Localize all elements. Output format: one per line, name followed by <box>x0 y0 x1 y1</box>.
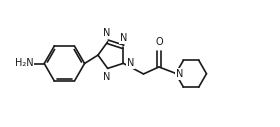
Text: N: N <box>103 28 111 38</box>
Text: N: N <box>127 58 135 68</box>
Text: N: N <box>176 69 184 79</box>
Text: O: O <box>155 37 163 47</box>
Text: N: N <box>120 33 128 43</box>
Text: H₂N: H₂N <box>15 59 33 68</box>
Text: N: N <box>103 72 111 82</box>
